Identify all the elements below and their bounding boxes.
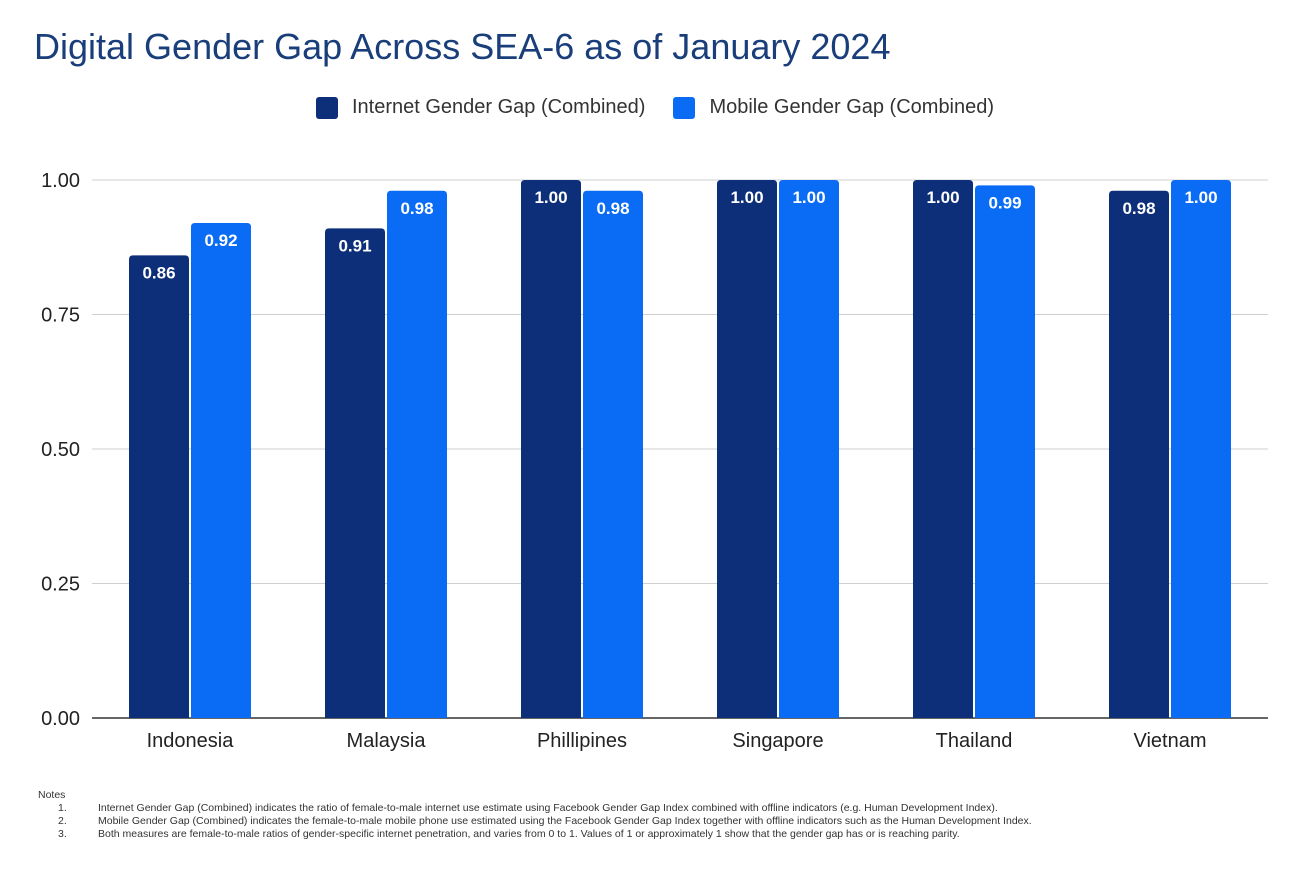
note-number: 1. (58, 802, 67, 814)
chart-legend: Internet Gender Gap (Combined) Mobile Ge… (0, 96, 1310, 119)
data-label: 1.00 (926, 188, 959, 207)
bar (387, 190, 447, 718)
x-tick-label: Malaysia (347, 730, 427, 752)
legend-label-mobile: Mobile Gender Gap (Combined) (709, 96, 995, 118)
legend-swatch-mobile (673, 96, 696, 119)
bar (325, 228, 385, 719)
legend-swatch-internet (315, 96, 338, 119)
y-tick-label: 0.75 (41, 305, 80, 327)
data-label: 1.00 (792, 188, 825, 207)
note-text: Both measures are female-to-male ratios … (98, 828, 960, 840)
data-label: 0.91 (338, 236, 371, 255)
data-label: 1.00 (1184, 188, 1217, 207)
data-label: 1.00 (730, 188, 763, 207)
legend-item-internet: Internet Gender Gap (Combined) (315, 96, 646, 119)
bar (1171, 180, 1231, 718)
chart-title: Digital Gender Gap Across SEA-6 as of Ja… (34, 26, 891, 67)
x-tick-label: Singapore (732, 730, 823, 752)
data-label: 0.92 (204, 231, 237, 250)
bar-chart: 0.00 0.25 0.50 0.75 1.00 0.86 0.92 Indonesia 0.9… (41, 170, 1268, 752)
note-number: 3. (58, 828, 67, 840)
bar (913, 180, 973, 718)
legend-item-mobile: Mobile Gender Gap (Combined) (673, 96, 994, 119)
y-tick-label: 0.25 (41, 574, 80, 596)
data-label: 0.98 (596, 199, 629, 218)
note-text: Internet Gender Gap (Combined) indicates… (98, 802, 998, 814)
note-number: 2. (58, 815, 67, 827)
data-label: 0.86 (142, 263, 175, 282)
data-label: 0.98 (400, 199, 433, 218)
bar (129, 255, 189, 718)
x-tick-label: Phillipines (537, 730, 627, 752)
bar (191, 223, 251, 719)
y-tick-label: 1.00 (41, 170, 80, 192)
x-tick-label: Indonesia (147, 730, 235, 752)
bar (717, 180, 777, 718)
data-label: 1.00 (534, 188, 567, 207)
data-label: 0.98 (1122, 199, 1155, 218)
bar (975, 185, 1035, 718)
notes-section: Notes 1. Internet Gender Gap (Combined) … (38, 789, 1032, 841)
note-text: Mobile Gender Gap (Combined) indicates t… (98, 815, 1032, 827)
bar (779, 180, 839, 718)
y-tick-label: 0.00 (41, 708, 80, 730)
data-label: 0.99 (988, 193, 1021, 212)
note-item: 3. Both measures are female-to-male rati… (38, 828, 1032, 841)
legend-label-internet: Internet Gender Gap (Combined) (351, 96, 646, 118)
y-tick-label: 0.50 (41, 439, 80, 461)
bar (1109, 190, 1169, 718)
bar (521, 180, 581, 718)
note-item: 2. Mobile Gender Gap (Combined) indicate… (38, 815, 1032, 828)
notes-heading: Notes (38, 789, 66, 801)
bar (583, 190, 643, 718)
note-item: 1. Internet Gender Gap (Combined) indica… (38, 802, 1032, 815)
x-tick-label: Vietnam (1133, 730, 1206, 752)
x-tick-label: Thailand (936, 730, 1013, 752)
